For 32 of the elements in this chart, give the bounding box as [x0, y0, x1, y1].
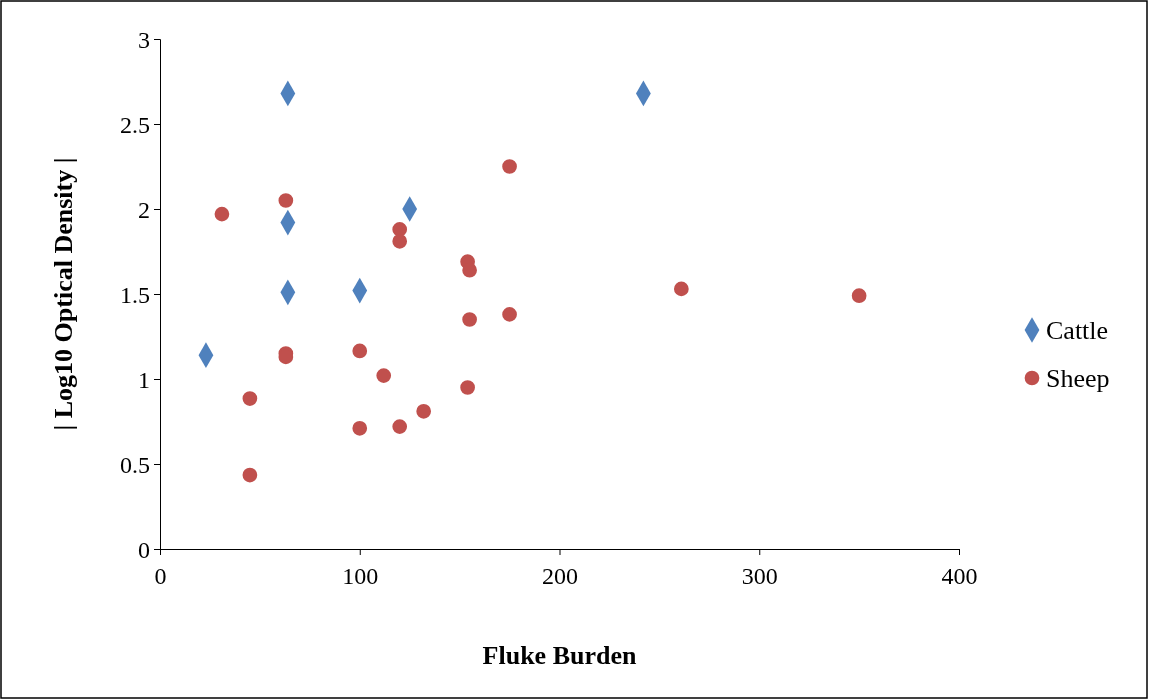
- legend-label: Cattle: [1046, 316, 1109, 346]
- point: [460, 380, 475, 395]
- x-tick-label: 400: [941, 563, 978, 590]
- x-tick-label: 200: [542, 563, 578, 590]
- point: [352, 343, 368, 359]
- y-tick-label: 0.5: [120, 451, 150, 478]
- point: [242, 467, 258, 483]
- point: [673, 281, 689, 297]
- point: [416, 403, 432, 419]
- y-tick-label: 3: [138, 26, 150, 53]
- point: [851, 288, 867, 304]
- point: [462, 262, 477, 278]
- y-tick-label: 0: [138, 536, 150, 563]
- y-tick-label: 2.5: [120, 111, 150, 138]
- point: [502, 159, 517, 174]
- point: [352, 420, 368, 436]
- x-tick-label: 300: [741, 563, 778, 590]
- y-tick-label: 2: [138, 196, 150, 223]
- point: [278, 193, 294, 208]
- legend-label: Sheep: [1046, 364, 1110, 394]
- point: [462, 312, 477, 327]
- point: [392, 233, 408, 249]
- y-tick-label: 1.5: [120, 281, 150, 308]
- y-tick-label: 1: [138, 366, 150, 393]
- point: [214, 206, 230, 222]
- point: [242, 391, 258, 406]
- x-tick-label: 100: [342, 563, 379, 590]
- x-axis-title: Fluke Burden: [482, 641, 637, 670]
- point: [502, 307, 517, 322]
- point: [376, 368, 392, 383]
- point: [392, 419, 408, 434]
- y-axis-title: | Log10 Optical Density |: [49, 157, 78, 431]
